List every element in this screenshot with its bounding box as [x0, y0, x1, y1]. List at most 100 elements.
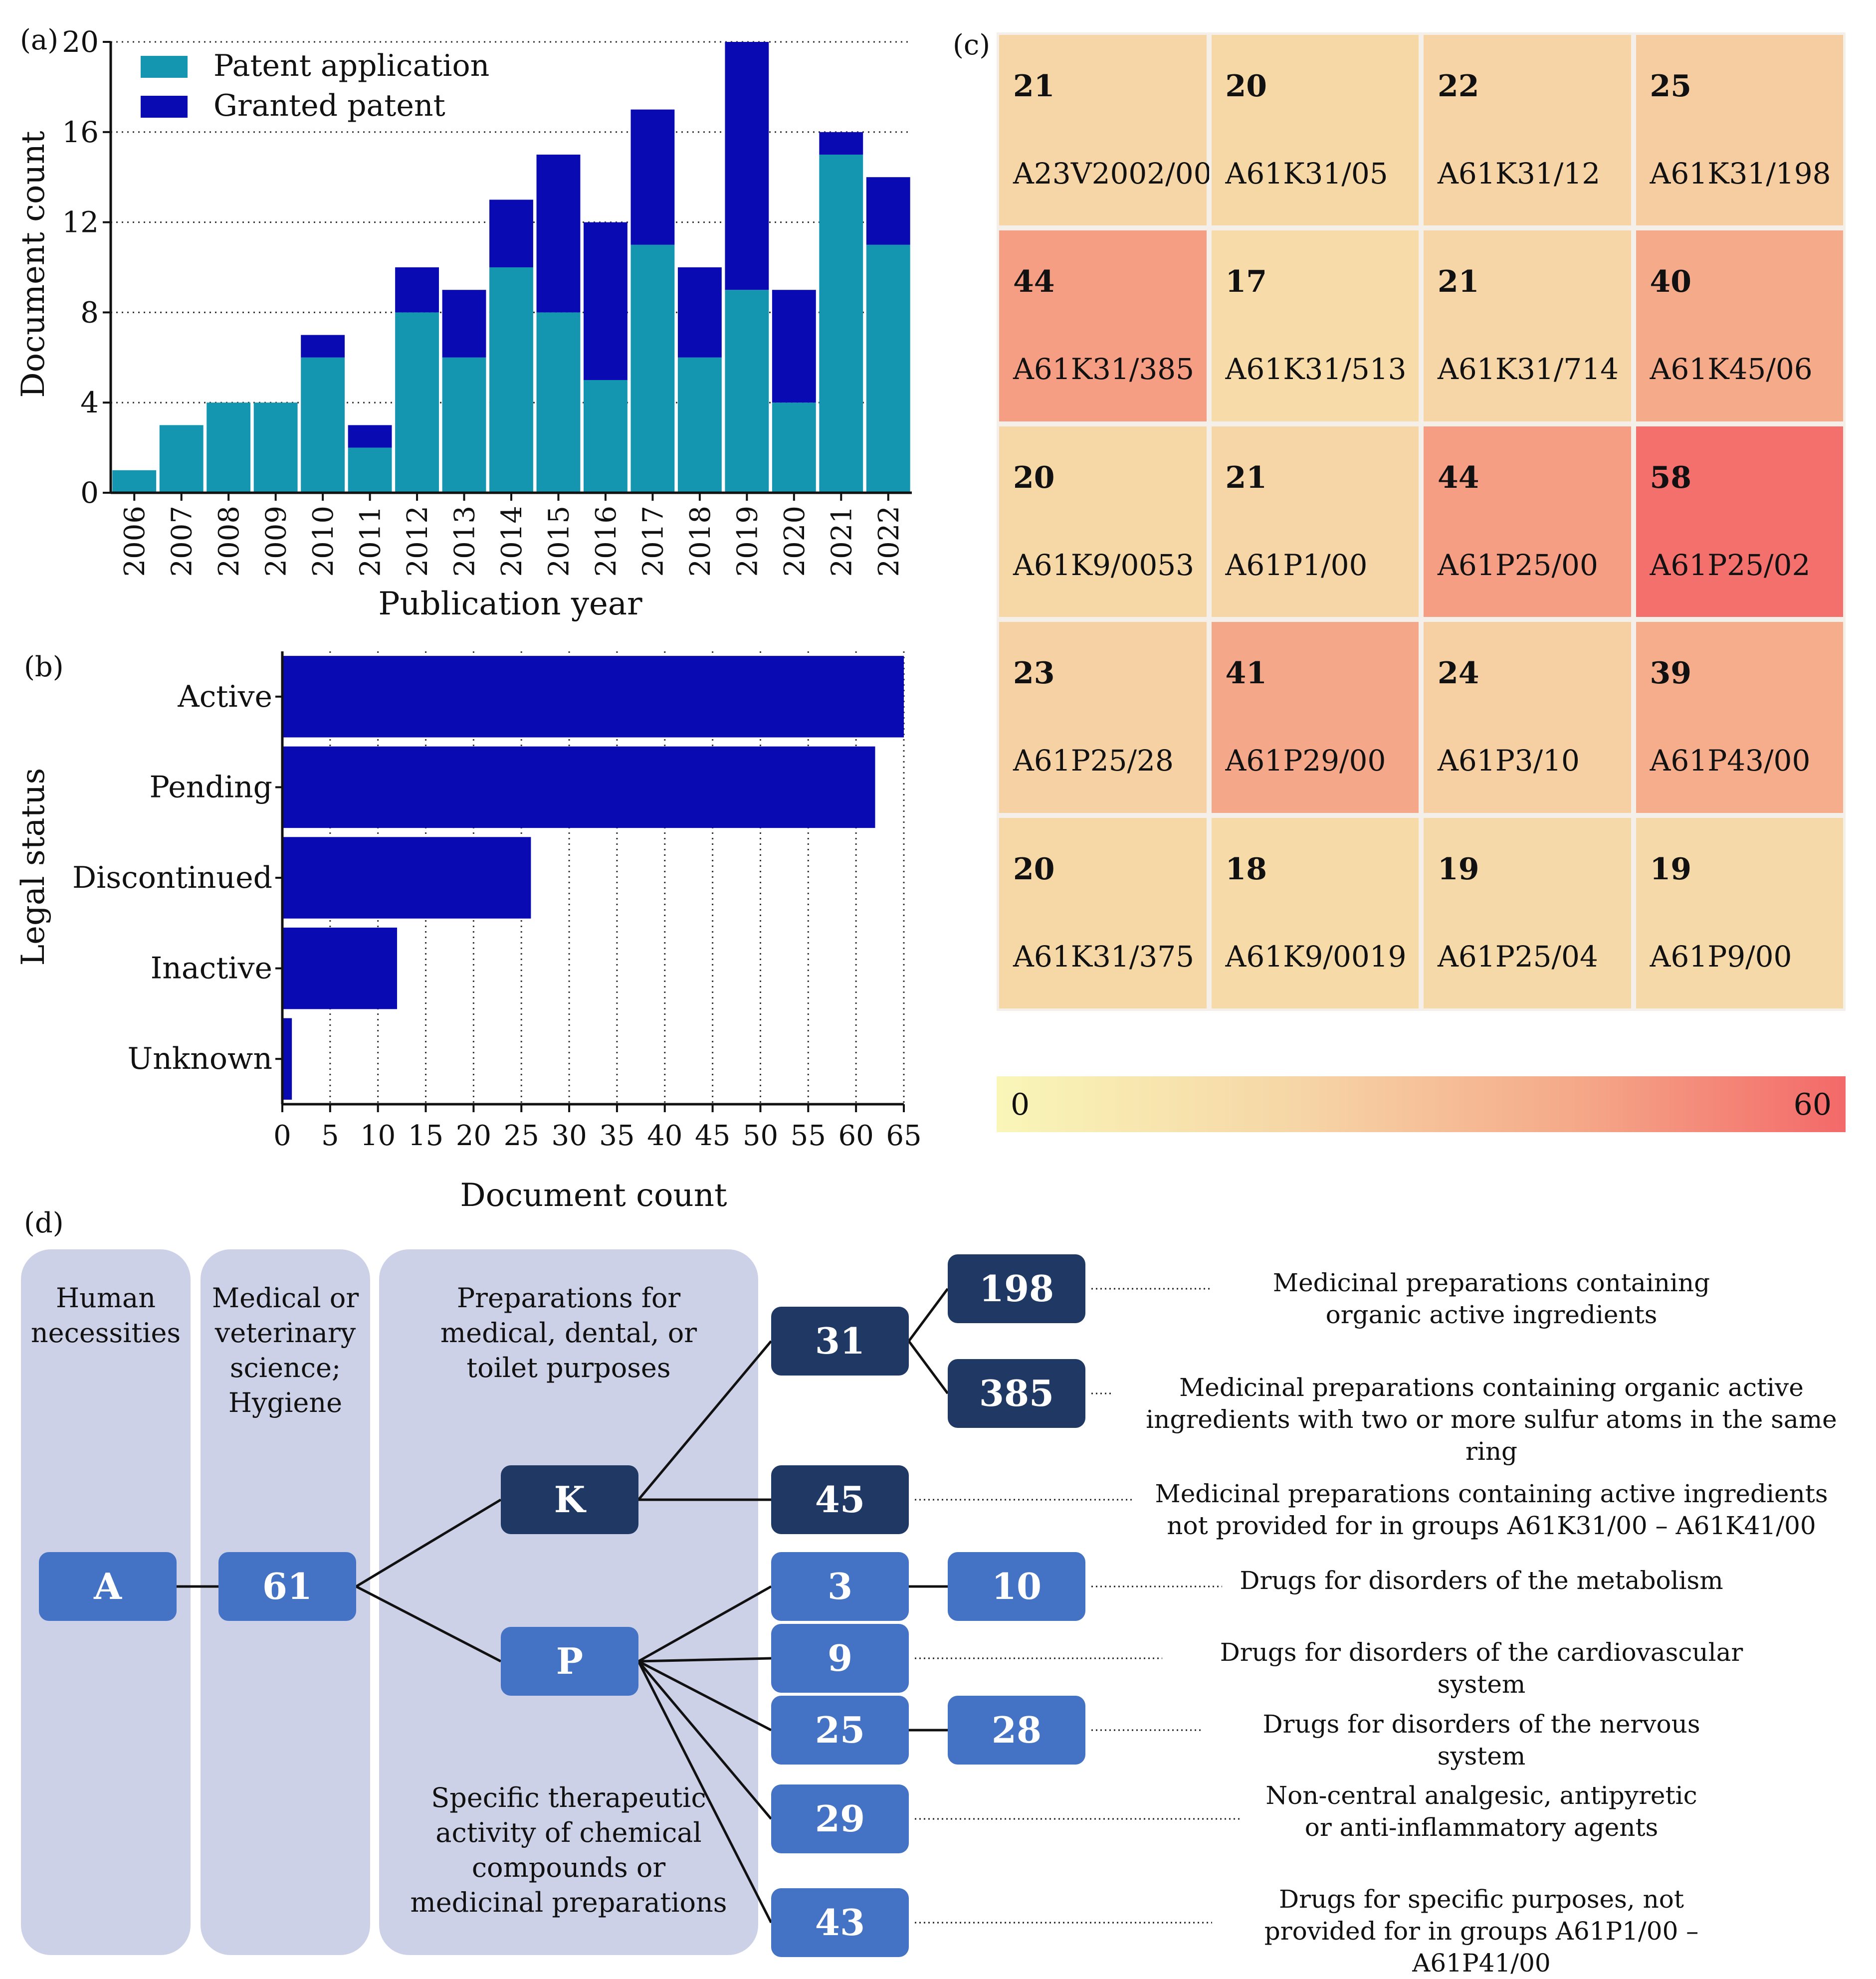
x-axis-label: Publication year [378, 586, 642, 622]
band-class-text: Medical or veterinary science; Hygiene [211, 1282, 359, 1418]
x-tick-label: 40 [647, 1120, 682, 1152]
x-tick-label: 2009 [260, 506, 293, 577]
x-gridlines [281, 651, 905, 1112]
y-tick-labels: 0 4 8 12 16 20 [62, 25, 99, 510]
bar-application [159, 425, 204, 493]
description-43: Drugs for specific purposes, not provide… [1264, 1885, 1699, 1978]
bar-application [725, 290, 769, 493]
heatmap-cell: 19 A61P25/04 [1421, 815, 1634, 1011]
band-subclass-k-text: Preparations for medical, dental, or toi… [440, 1282, 697, 1384]
bar-unknown [282, 1018, 292, 1100]
x-tick-label: 15 [408, 1120, 443, 1152]
cell-code: A61K31/05 [1225, 157, 1388, 191]
bar-granted [584, 222, 627, 380]
cell-code: A61K31/385 [1013, 352, 1195, 387]
cell-code: A61K31/513 [1225, 352, 1407, 387]
bar-granted [442, 290, 486, 358]
cell-code: A61K31/714 [1438, 352, 1619, 387]
bar-granted [772, 290, 816, 403]
x-tick-label: 2022 [873, 506, 905, 577]
cell-code: A61P25/04 [1438, 939, 1598, 974]
band-section-text: Human necessities [30, 1282, 181, 1349]
category-labels: Active Pending Discontinued Inactive Unknown [72, 679, 282, 1076]
tree-node-p: P [501, 1627, 638, 1696]
heatmap-cell: 25 A61K31/198 [1633, 32, 1846, 228]
bar-discontinued [282, 837, 531, 919]
cell-code: A61P3/10 [1438, 744, 1580, 778]
x-tick-label: 10 [360, 1120, 396, 1152]
heatmap-cell: 21 A61K31/714 [1421, 228, 1634, 424]
bar-granted [348, 425, 392, 448]
tree-node-28: 28 [948, 1696, 1085, 1765]
heatmap-cell: 41 A61P29/00 [1209, 619, 1421, 815]
connector-line [907, 1340, 949, 1394]
x-tick-label: 25 [504, 1120, 539, 1152]
bar-application [253, 402, 298, 493]
cell-code: A61P25/00 [1438, 548, 1598, 582]
tree-node-385: 385 [948, 1359, 1085, 1428]
x-tick-label: 60 [838, 1120, 874, 1152]
heatmap-cell: 44 A61P25/00 [1421, 423, 1634, 620]
cpc-heatmap: 21 A23V2002/00 20 A61K31/05 22 A61K31/12 25 A61… [997, 32, 1846, 1011]
cell-value: 19 [1438, 851, 1479, 887]
connector-line [907, 1288, 949, 1342]
legend-swatch [141, 96, 188, 118]
tree-node-25: 25 [771, 1696, 909, 1765]
x-tick-label: 2007 [166, 506, 199, 577]
bar-granted [301, 335, 345, 358]
heatmap-cell: 58 A61P25/02 [1633, 423, 1846, 620]
x-tick-label: 45 [695, 1120, 730, 1152]
connector-line [637, 1660, 772, 1820]
category-label: Pending [150, 770, 272, 804]
bar-application [348, 447, 392, 493]
legend: Patent application Granted patent [141, 48, 489, 123]
heatmap-cell: 22 A61K31/12 [1421, 32, 1634, 228]
category-label: Active [177, 679, 272, 714]
description-29: Non-central analgesic, antipyretic or an… [1265, 1781, 1697, 1842]
legend-label: Patent application [213, 48, 489, 83]
bar-application [395, 312, 439, 493]
y-tick-label: 0 [80, 476, 99, 510]
x-axis-label: Document count [460, 1177, 727, 1214]
y-axis-label: Document count [15, 131, 52, 398]
cell-value: 24 [1438, 656, 1479, 691]
tree-node-43: 43 [771, 1888, 909, 1957]
connector-line [637, 1660, 773, 1924]
heatmap-cell: 23 A61P25/28 [997, 619, 1209, 815]
x-tick-label: 30 [551, 1120, 587, 1152]
cell-code: A61K31/12 [1438, 157, 1601, 191]
cell-value: 20 [1225, 69, 1267, 104]
heatmap-cell: 39 A61P43/00 [1633, 619, 1846, 815]
cell-code: A61P25/02 [1650, 548, 1811, 582]
cell-code: A61P29/00 [1225, 744, 1386, 778]
y-tick-label: 8 [80, 295, 99, 329]
tree-node-a: A [39, 1552, 177, 1621]
x-tick-label: 2020 [779, 506, 811, 577]
x-tick-label: 2008 [213, 506, 245, 577]
heatmap-cell: 18 A61K9/0019 [1209, 815, 1421, 1011]
bar-granted [725, 42, 769, 290]
cell-code: A61K31/198 [1650, 157, 1831, 191]
bar-application [677, 357, 722, 493]
tree-node-61: 61 [218, 1552, 356, 1621]
cell-code: A61P9/00 [1650, 939, 1792, 974]
colorbar-max-label: 60 [1793, 1087, 1832, 1122]
bar-granted [395, 267, 439, 313]
bar-application [112, 470, 157, 493]
heatmap-cell: 24 A61P3/10 [1421, 619, 1634, 815]
bar-application [536, 312, 581, 493]
cell-value: 44 [1013, 264, 1055, 300]
legend-label: Granted patent [213, 88, 445, 123]
heatmap-cell: 17 A61K31/513 [1209, 228, 1421, 424]
bar-pending [282, 746, 875, 828]
bar-application [442, 357, 486, 493]
bar-application [207, 402, 251, 493]
heatmap-cell: 20 A61K9/0053 [997, 423, 1209, 620]
bar-application [489, 267, 533, 493]
connector-line [355, 1585, 502, 1663]
description-198: Medicinal preparations containing organi… [1272, 1268, 1710, 1329]
description-45: Medicinal preparations containing active… [1155, 1479, 1828, 1540]
category-label: Discontinued [72, 860, 272, 895]
cell-value: 21 [1013, 69, 1055, 104]
